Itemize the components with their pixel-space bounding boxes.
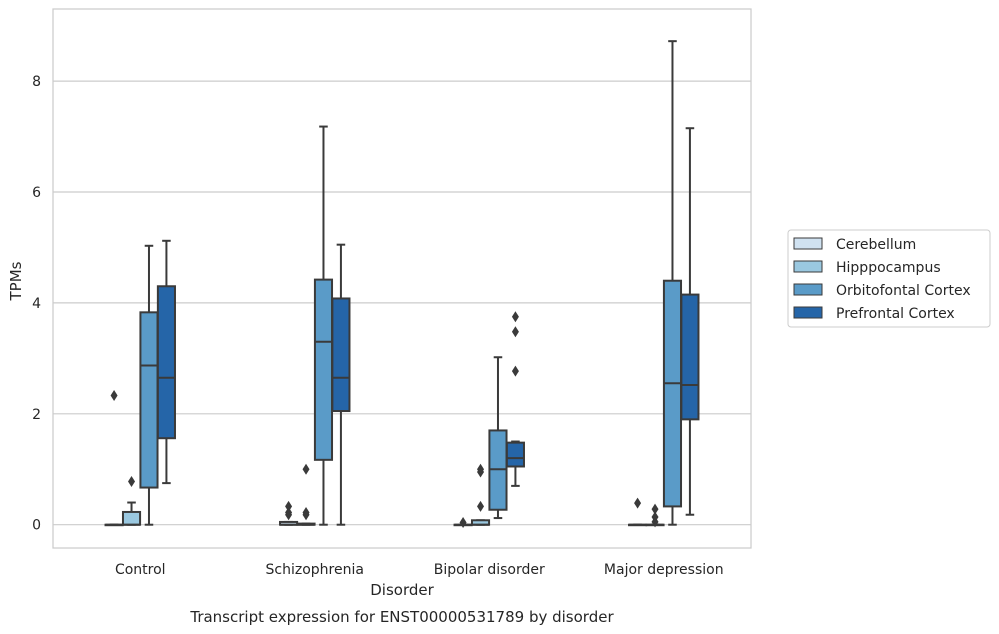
box-group: [331, 243, 351, 526]
y-tick-label: 2: [32, 407, 41, 423]
box: [680, 293, 700, 421]
y-tick-label: 8: [32, 74, 41, 90]
outlier-point: [285, 500, 293, 512]
outlier-point: [511, 365, 519, 377]
x-tick-label: Bipolar disorder: [434, 562, 545, 578]
y-tick-label: 0: [32, 518, 41, 534]
legend-label: Orbitofontal Cortex: [836, 283, 971, 299]
outlier-point: [110, 390, 118, 402]
legend-swatch: [793, 283, 823, 296]
outlier-point: [651, 511, 659, 523]
legend-swatch: [793, 260, 823, 273]
outlier-point: [302, 507, 310, 519]
box-group: [313, 125, 334, 526]
series-cerebellum: [104, 390, 648, 528]
box-group: [453, 516, 473, 528]
outlier-point: [285, 507, 293, 519]
plot-area-frame: [52, 8, 752, 549]
legend-frame: [787, 229, 991, 328]
box-group: [645, 503, 665, 528]
x-tick-label: Control: [115, 562, 166, 578]
outlier-point: [651, 503, 659, 515]
y-tick-label: 6: [32, 185, 41, 201]
series-orbitofontal-cortex: [139, 40, 683, 526]
y-tick-label: 4: [32, 296, 41, 312]
legend-label: Hipppocampus: [836, 260, 941, 276]
y-axis-label: TPMs: [7, 261, 25, 301]
box: [505, 441, 525, 468]
box-group: [296, 463, 316, 526]
box-group: [121, 475, 142, 526]
box: [313, 278, 334, 461]
box: [121, 510, 142, 526]
box: [662, 279, 683, 508]
box-group: [680, 127, 700, 516]
box-group: [662, 40, 683, 526]
outlier-point: [477, 500, 485, 512]
box-group: [470, 463, 491, 526]
outlier-point: [634, 497, 642, 509]
box: [331, 297, 351, 413]
outlier-point: [477, 463, 485, 475]
series-hipppocampus: [121, 463, 665, 528]
box: [139, 311, 159, 489]
x-axis-label: Disorder: [370, 581, 434, 599]
outlier-point: [459, 516, 467, 528]
box-group: [139, 244, 159, 526]
x-tick-label: Major depression: [604, 562, 724, 578]
box-group: [628, 497, 648, 527]
x-axis-ticks: Control Schizophrenia Bipolar disorder Majo…: [115, 562, 724, 578]
legend: Cerebellum Hipppocampus Orbitofontal Corte…: [787, 229, 991, 328]
box-group: [156, 239, 176, 485]
outlier-point: [128, 475, 136, 487]
legend-label: Cerebellum: [836, 237, 916, 253]
legend-label: Prefrontal Cortex: [836, 306, 955, 322]
y-axis-ticks: 0 2 4 6 8: [32, 74, 41, 534]
outlier-point: [511, 326, 519, 338]
chart-caption: Transcript expression for ENST0000053178…: [189, 608, 614, 626]
box-group: [279, 500, 299, 526]
legend-swatch: [793, 237, 823, 250]
box: [156, 285, 176, 440]
series-prefrontal-cortex: [156, 127, 700, 526]
outlier-point: [511, 311, 519, 323]
legend-swatch: [793, 306, 823, 319]
outlier-point: [302, 463, 310, 475]
box-group: [488, 356, 508, 520]
box-group: [505, 311, 525, 487]
box-group: [104, 390, 124, 527]
x-tick-label: Schizophrenia: [266, 562, 364, 578]
box-plot-series: [104, 40, 700, 528]
